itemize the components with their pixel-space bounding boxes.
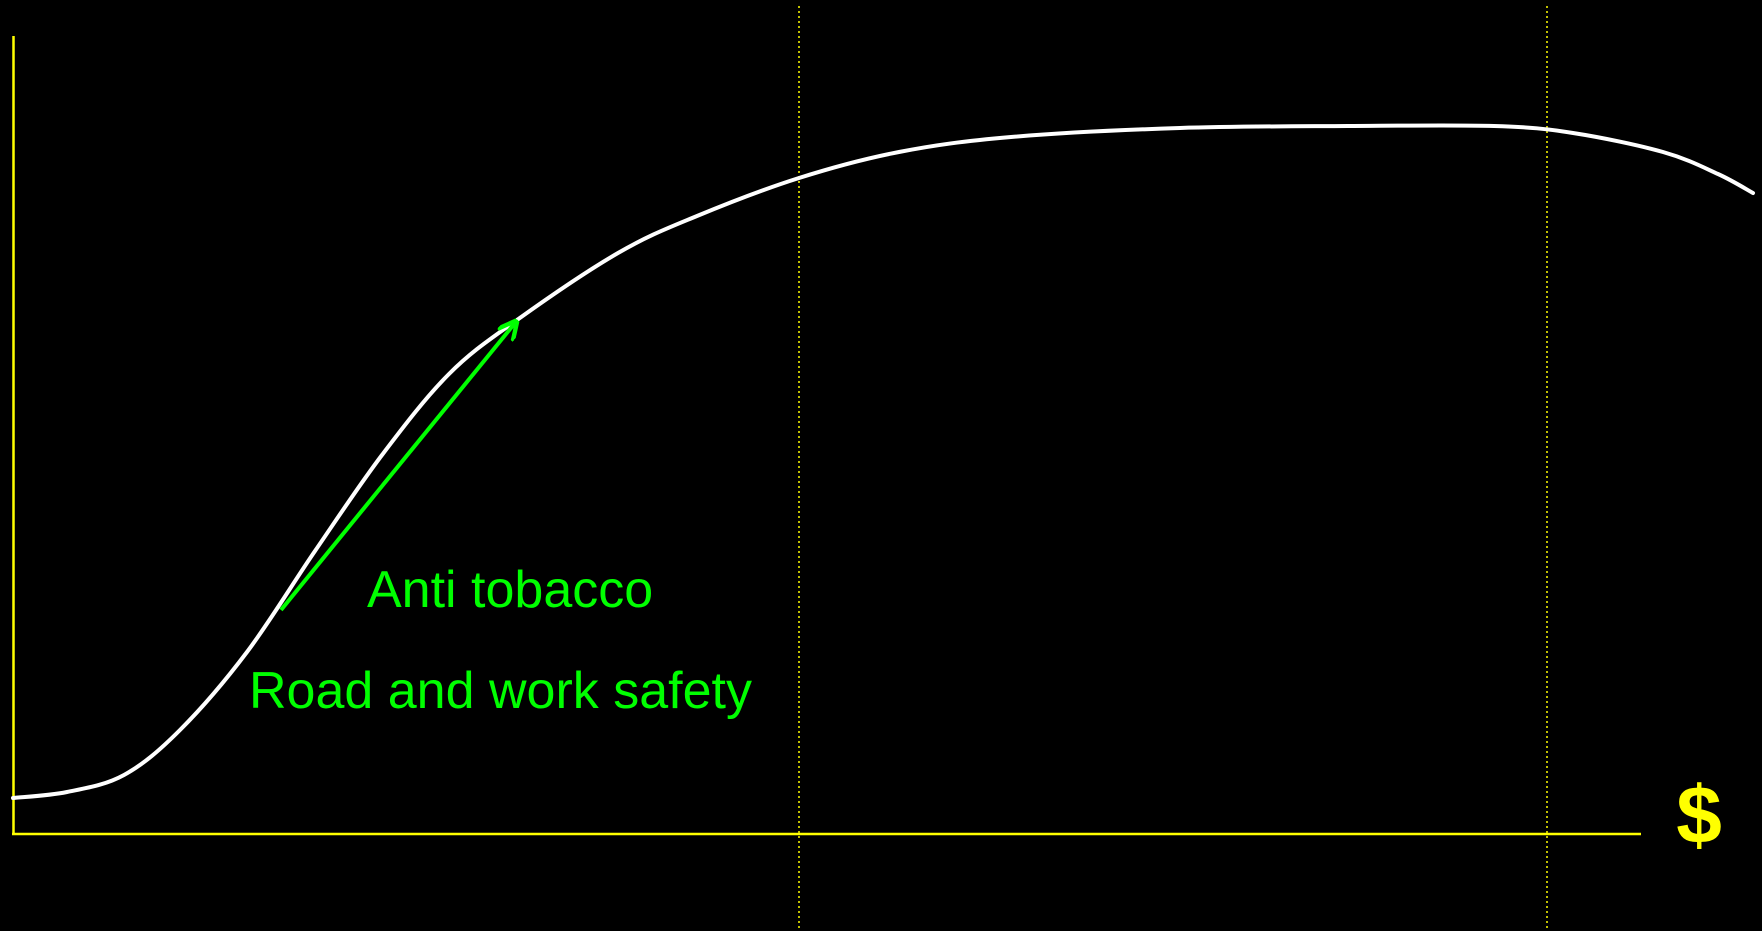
annotation: Road and work safety (249, 662, 752, 720)
arrow (279, 323, 515, 612)
annotation: Anti tobacco (367, 561, 653, 619)
x-axis-label: $ (1676, 770, 1722, 861)
curve (11, 123, 1755, 800)
